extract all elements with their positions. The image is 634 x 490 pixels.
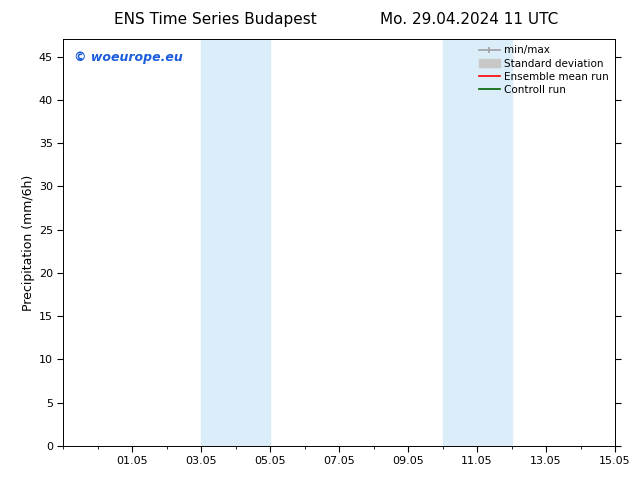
Text: © woeurope.eu: © woeurope.eu — [74, 51, 183, 64]
Bar — [443, 39, 512, 446]
Legend: min/max, Standard deviation, Ensemble mean run, Controll run: min/max, Standard deviation, Ensemble me… — [475, 41, 613, 99]
Bar — [202, 39, 270, 446]
Text: Mo. 29.04.2024 11 UTC: Mo. 29.04.2024 11 UTC — [380, 12, 559, 27]
Text: ENS Time Series Budapest: ENS Time Series Budapest — [114, 12, 317, 27]
Y-axis label: Precipitation (mm/6h): Precipitation (mm/6h) — [22, 174, 35, 311]
